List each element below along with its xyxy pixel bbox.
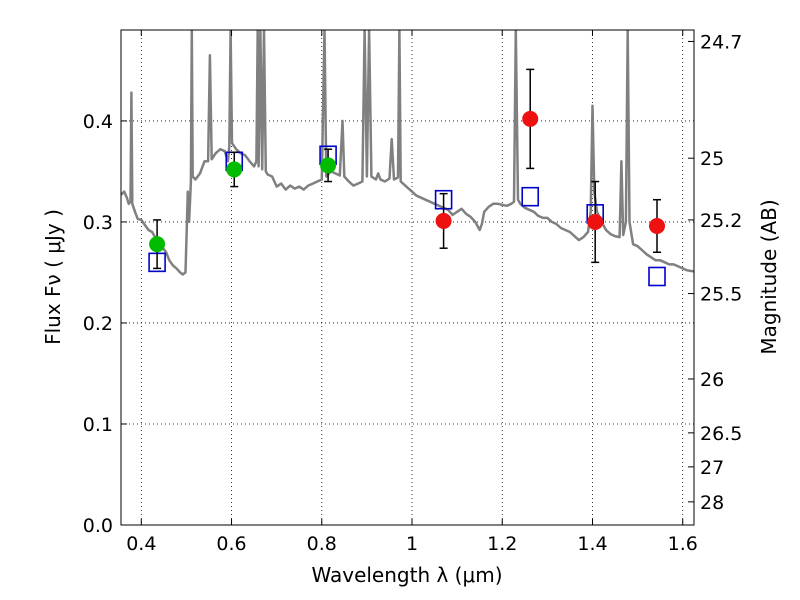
observed-flux-point [587, 213, 604, 230]
mag-tick-label: 26.5 [700, 423, 742, 445]
mag-tick-label: 26 [700, 369, 724, 391]
x-tick-label: 1 [406, 533, 418, 555]
tick-labels: 0.4 0.6 0.8 1 1.2 1.4 1.6 0.0 0.1 0.2 0.3 0.4 24.7 25… [83, 31, 743, 555]
model-flux-square [648, 266, 666, 287]
model-flux-square [521, 186, 540, 207]
plot-background [121, 30, 694, 525]
model-spectrum-line [121, 30, 694, 276]
x-tick-label: 1.2 [487, 533, 517, 555]
y-tick-label: 0.1 [83, 414, 113, 436]
observed-flux-point [226, 161, 243, 178]
mag-tick-label: 28 [700, 492, 724, 514]
model-spectrum [121, 30, 694, 276]
observed-flux-point [435, 212, 452, 229]
y-tick-label: 0.4 [83, 111, 113, 133]
observed-flux-point [149, 236, 166, 253]
axis-ticks [121, 30, 694, 526]
data-points [148, 68, 666, 287]
mag-tick-label: 27 [700, 457, 724, 479]
x-tick-label: 0.4 [126, 533, 156, 555]
x-tick-label: 0.8 [307, 533, 337, 555]
mag-tick-label: 25 [700, 148, 724, 170]
x-tick-label: 1.4 [577, 533, 607, 555]
grid-lines [121, 30, 694, 526]
x-tick-label: 1.6 [668, 533, 698, 555]
mag-tick-label: 24.7 [700, 31, 742, 53]
x-axis-title: Wavelength λ (μm) [311, 563, 502, 587]
y-tick-label: 0.2 [83, 313, 113, 335]
observed-flux-point [320, 157, 337, 174]
y-tick-label: 0.0 [83, 515, 113, 537]
y-right-axis-title: Magnitude (AB) [757, 199, 781, 354]
x-tick-label: 0.6 [216, 533, 246, 555]
y-axis-title: Flux Fν ( μJy ) [41, 209, 65, 345]
mag-tick-label: 25.2 [700, 210, 742, 232]
plot-frame [120, 29, 695, 526]
observed-flux-point [649, 217, 666, 234]
observed-flux-point [522, 110, 539, 127]
y-tick-label: 0.3 [83, 212, 113, 234]
mag-tick-label: 25.5 [700, 284, 742, 306]
